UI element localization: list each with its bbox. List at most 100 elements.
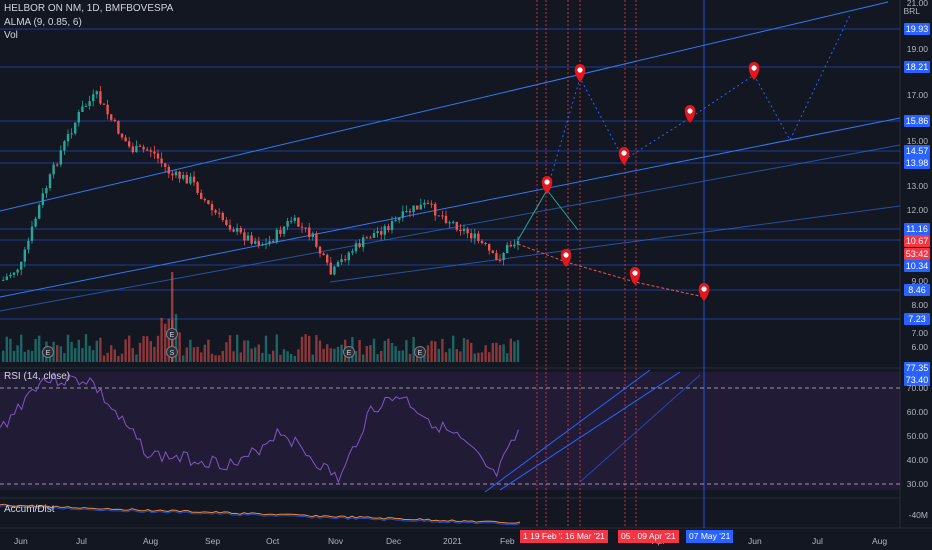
candle-body [405, 211, 408, 213]
candle-body [466, 228, 469, 234]
candle-body [383, 226, 386, 235]
map-pin-marker[interactable] [618, 147, 630, 165]
volume-indicator-label[interactable]: Vol [4, 30, 18, 41]
candle-body [254, 241, 257, 244]
candle-body [70, 133, 73, 135]
date-flag[interactable]: 07 May '21 [686, 530, 734, 543]
candle-body [250, 235, 253, 244]
price-axis-label: 19.00 [906, 44, 928, 54]
candle-body [326, 254, 329, 263]
candle-body [84, 106, 88, 108]
volume-bar [340, 344, 343, 362]
map-pin-marker[interactable] [541, 176, 553, 194]
candle-body [416, 205, 419, 210]
map-pin-marker[interactable] [574, 64, 586, 82]
earnings-badge[interactable]: E [42, 346, 54, 358]
accum-dist-label[interactable]: Accum/Dist [4, 504, 55, 515]
volume-bar [333, 348, 336, 362]
volume-bar [59, 346, 62, 362]
candle-body [214, 210, 217, 213]
candle-body [358, 243, 361, 248]
candle-body [52, 164, 55, 175]
candle-body [246, 235, 250, 241]
earnings-badge[interactable]: S [166, 346, 178, 358]
candle-body [20, 261, 23, 270]
candle-body [380, 231, 383, 235]
volume-bar [390, 343, 394, 362]
volume-bar [318, 340, 322, 362]
alma-indicator-label[interactable]: ALMA (9, 0.85, 6) [4, 17, 82, 28]
candle-body [135, 145, 138, 153]
candle-body [117, 121, 120, 134]
volume-bar [70, 341, 73, 362]
earnings-badge[interactable]: E [414, 346, 426, 358]
candle-body [88, 101, 91, 107]
rsi-axis-label: 40.00 [906, 455, 928, 465]
date-flag[interactable]: 1 19 Feb '21 [520, 530, 573, 543]
volume-bar [48, 354, 52, 362]
volume-bar [102, 355, 106, 362]
candle-body [27, 240, 30, 250]
projection-path-up [517, 189, 579, 241]
volume-bar [9, 338, 12, 362]
volume-bar [484, 345, 487, 362]
candle-body [113, 119, 116, 122]
candle-body [282, 226, 286, 234]
date-flag[interactable]: 05 . 09 Apr '21 [618, 530, 679, 543]
volume-bar [448, 348, 451, 362]
volume-bar [380, 350, 383, 362]
candle-body [257, 241, 260, 246]
earnings-badge[interactable]: E [166, 328, 178, 340]
rsi-axis-label: 60.00 [906, 407, 928, 417]
symbol-title[interactable]: HELBOR ON NM, 1D, BMFBOVESPA [4, 3, 174, 14]
volume-bar [138, 342, 142, 362]
volume-bar [34, 338, 37, 362]
volume-bar [120, 353, 124, 362]
candle-body [243, 232, 246, 241]
volume-bar [272, 350, 275, 362]
map-pin-marker[interactable] [684, 105, 696, 123]
volume-bar [358, 339, 361, 362]
volume-bar [218, 355, 221, 362]
candle-body [351, 251, 354, 253]
map-pin-marker[interactable] [560, 249, 572, 267]
price-tag: 8.46 [904, 284, 930, 296]
candle-body [189, 176, 192, 184]
candle-body [322, 253, 325, 255]
volume-bar [455, 349, 458, 362]
candle-body [311, 233, 314, 237]
candle-body [470, 233, 473, 239]
candle-body [272, 241, 275, 243]
volume-bar [142, 336, 145, 362]
volume-bar [117, 355, 120, 362]
candle-body [261, 244, 264, 246]
volume-bar [192, 347, 196, 362]
map-pin-marker[interactable] [698, 283, 710, 301]
candle-body [45, 188, 48, 194]
location-markers[interactable] [541, 62, 760, 301]
rsi-indicator-label[interactable]: RSI (14, close) [4, 371, 71, 382]
map-pin-marker[interactable] [748, 62, 760, 80]
price-tag: 10.34 [904, 260, 930, 272]
volume-bar [63, 353, 66, 362]
candle-body [491, 250, 494, 253]
volume-bar [171, 272, 174, 362]
volume-bar [394, 346, 397, 362]
date-flag[interactable]: 16 Mar '21 [562, 530, 608, 543]
volume-bar [113, 349, 116, 362]
candle-body [365, 237, 368, 239]
candle-body [210, 204, 214, 211]
volume-bar [308, 335, 311, 362]
volume-bar [300, 336, 304, 362]
candle-body [203, 198, 206, 201]
rsi-tag: 73.40 [904, 374, 930, 386]
accum-dist-axis-label: -40M [908, 510, 928, 520]
volume-bar [207, 339, 210, 362]
candle-body [279, 229, 282, 234]
volume-bar [246, 340, 250, 362]
candle-body [59, 150, 62, 165]
volume-bar [214, 355, 217, 362]
earnings-badge[interactable]: E [343, 346, 355, 358]
map-pin-marker[interactable] [629, 267, 641, 285]
